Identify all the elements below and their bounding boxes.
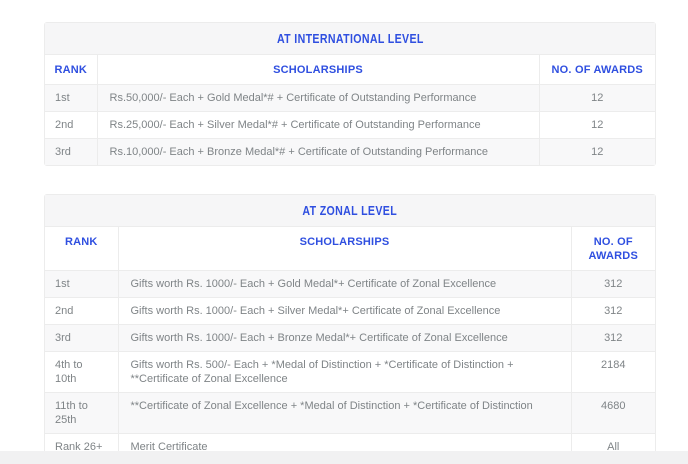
- scholarship-cell: Rs.25,000/- Each + Silver Medal*# + Cert…: [96, 111, 539, 139]
- international-column-header-awards: NO. OF AWARDS: [538, 55, 655, 85]
- table-row: 4th to 10th Gifts worth Rs. 500/- Each +…: [45, 351, 655, 393]
- scholarship-cell: Gifts worth Rs. 500/- Each + *Medal of D…: [117, 351, 571, 393]
- rank-cell: 2nd: [45, 297, 118, 325]
- international-level-table-panel: AT INTERNATIONAL LEVEL RANK SCHOLARSHIPS…: [44, 22, 656, 166]
- zonal-table: RANK SCHOLARSHIPS NO. OF AWARDS 1st Gift…: [45, 227, 655, 460]
- table-row: 2nd Rs.25,000/- Each + Silver Medal*# + …: [45, 111, 655, 139]
- awards-cell: 312: [570, 297, 655, 325]
- awards-cell: 4680: [570, 392, 655, 434]
- awards-cell: 12: [538, 138, 655, 165]
- table-row: 3rd Gifts worth Rs. 1000/- Each + Bronze…: [45, 324, 655, 352]
- rank-cell: 2nd: [45, 111, 97, 139]
- scholarship-cell: Gifts worth Rs. 1000/- Each + Bronze Med…: [117, 324, 571, 352]
- scholarship-cell: Rs.50,000/- Each + Gold Medal*# + Certif…: [96, 84, 539, 112]
- international-table-title: AT INTERNATIONAL LEVEL: [276, 32, 424, 46]
- table-row: 3rd Rs.10,000/- Each + Bronze Medal*# + …: [45, 138, 655, 165]
- rank-cell: 3rd: [45, 138, 97, 165]
- scholarship-cell: **Certificate of Zonal Excellence + *Med…: [117, 392, 571, 434]
- international-table: RANK SCHOLARSHIPS NO. OF AWARDS 1st Rs.5…: [45, 55, 655, 165]
- zonal-level-table-panel: AT ZONAL LEVEL RANK SCHOLARSHIPS NO. OF …: [44, 194, 656, 461]
- awards-cell: 12: [538, 84, 655, 112]
- international-header-row: RANK SCHOLARSHIPS NO. OF AWARDS: [45, 55, 655, 85]
- zonal-table-title: AT ZONAL LEVEL: [302, 204, 398, 218]
- rank-cell: 1st: [45, 270, 118, 298]
- rank-cell: 1st: [45, 84, 97, 112]
- footer-strip: [0, 451, 688, 464]
- rank-cell: 4th to 10th: [45, 351, 118, 393]
- scholarship-cell: Gifts worth Rs. 1000/- Each + Silver Med…: [117, 297, 571, 325]
- zonal-column-header-scholarships: SCHOLARSHIPS: [117, 227, 571, 271]
- awards-cell: 312: [570, 324, 655, 352]
- international-table-title-bar: AT INTERNATIONAL LEVEL: [45, 23, 655, 55]
- awards-cell: 312: [570, 270, 655, 298]
- rank-cell: 11th to 25th: [45, 392, 118, 434]
- zonal-column-header-rank: RANK: [45, 227, 118, 271]
- zonal-column-header-awards: NO. OF AWARDS: [570, 227, 655, 271]
- scholarship-cell: Rs.10,000/- Each + Bronze Medal*# + Cert…: [96, 138, 539, 165]
- international-column-header-scholarships: SCHOLARSHIPS: [96, 55, 539, 85]
- zonal-header-row: RANK SCHOLARSHIPS NO. OF AWARDS: [45, 227, 655, 271]
- international-column-header-rank: RANK: [45, 55, 97, 85]
- rank-cell: 3rd: [45, 324, 118, 352]
- scholarship-cell: Gifts worth Rs. 1000/- Each + Gold Medal…: [117, 270, 571, 298]
- awards-cell: 12: [538, 111, 655, 139]
- awards-cell: 2184: [570, 351, 655, 393]
- table-row: 2nd Gifts worth Rs. 1000/- Each + Silver…: [45, 297, 655, 325]
- table-row: 1st Rs.50,000/- Each + Gold Medal*# + Ce…: [45, 84, 655, 112]
- table-row: 1st Gifts worth Rs. 1000/- Each + Gold M…: [45, 270, 655, 298]
- zonal-table-title-bar: AT ZONAL LEVEL: [45, 195, 655, 227]
- table-row: 11th to 25th **Certificate of Zonal Exce…: [45, 392, 655, 434]
